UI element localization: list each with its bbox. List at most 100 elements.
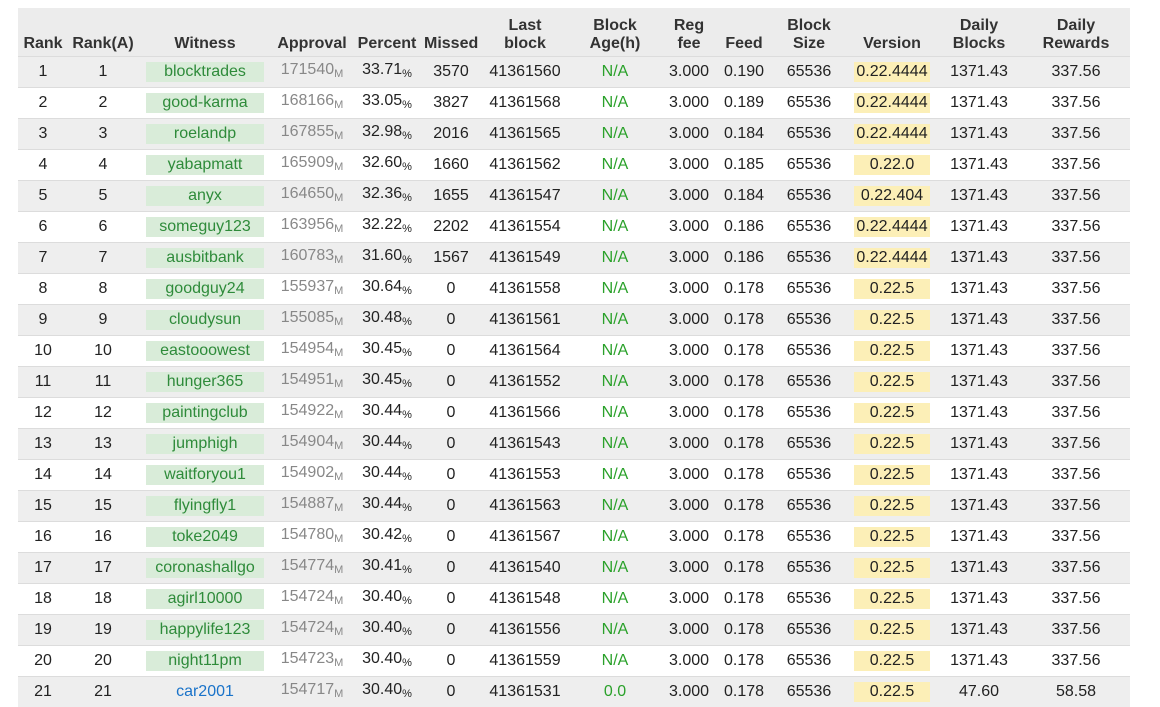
- block-size-cell: 65536: [770, 336, 848, 367]
- reg-fee-cell: 3.000: [660, 119, 718, 150]
- rank-a-cell: 3: [68, 119, 138, 150]
- block-size-cell: 65536: [770, 460, 848, 491]
- column-header-line2: Size: [772, 35, 846, 53]
- feed-cell: 0.178: [718, 336, 770, 367]
- witness-link[interactable]: agirl10000: [146, 589, 264, 609]
- approval-cell: 154922M: [272, 398, 352, 429]
- feed-cell: 0.178: [718, 491, 770, 522]
- witness-cell: happylife123: [138, 615, 272, 646]
- column-header[interactable]: Version: [848, 8, 936, 57]
- percent-unit: %: [402, 471, 412, 483]
- percent-unit: %: [402, 502, 412, 514]
- last-block-cell: 41361561: [480, 305, 570, 336]
- feed-cell: 0.185: [718, 150, 770, 181]
- witness-link[interactable]: waitforyou1: [146, 465, 264, 485]
- witness-link[interactable]: cloudysun: [146, 310, 264, 330]
- witness-link[interactable]: blocktrades: [146, 62, 264, 82]
- feed-cell: 0.186: [718, 212, 770, 243]
- witness-link[interactable]: happylife123: [146, 620, 264, 640]
- column-header[interactable]: Rank(A): [68, 8, 138, 57]
- witness-cell: goodguy24: [138, 274, 272, 305]
- feed-cell: 0.178: [718, 615, 770, 646]
- rank-a-cell: 2: [68, 88, 138, 119]
- percent-cell: 32.98%: [352, 119, 422, 150]
- column-header-line2: Feed: [720, 35, 768, 53]
- approval-unit: M: [334, 254, 343, 266]
- percent-unit: %: [402, 409, 412, 421]
- column-header[interactable]: Approval: [272, 8, 352, 57]
- missed-cell: 0: [422, 305, 480, 336]
- witness-link[interactable]: flyingfly1: [146, 496, 264, 516]
- witness-link[interactable]: toke2049: [146, 527, 264, 547]
- witness-link[interactable]: paintingclub: [146, 403, 264, 423]
- feed-cell: 0.178: [718, 646, 770, 677]
- witness-link[interactable]: roelandp: [146, 124, 264, 144]
- version-cell: 0.22.5: [848, 460, 936, 491]
- witness-link[interactable]: hunger365: [146, 372, 264, 392]
- percent-cell: 31.60%: [352, 243, 422, 274]
- block-size-cell: 65536: [770, 615, 848, 646]
- daily-rewards-cell: 337.56: [1022, 646, 1130, 677]
- rank-a-cell: 15: [68, 491, 138, 522]
- rank-cell: 9: [18, 305, 68, 336]
- reg-fee-cell: 3.000: [660, 181, 718, 212]
- last-block-cell: 41361531: [480, 677, 570, 707]
- rank-cell: 14: [18, 460, 68, 491]
- witness-link[interactable]: yabapmatt: [146, 155, 264, 175]
- witness-link[interactable]: coronashallgo: [146, 558, 264, 578]
- last-block-cell: 41361564: [480, 336, 570, 367]
- version-cell: 0.22.5: [848, 677, 936, 707]
- percent-unit: %: [402, 564, 412, 576]
- block-age-cell: N/A: [570, 88, 660, 119]
- witness-link[interactable]: jumphigh: [146, 434, 264, 454]
- reg-fee-cell: 3.000: [660, 429, 718, 460]
- witness-cell: eastooowest: [138, 336, 272, 367]
- witness-link[interactable]: goodguy24: [146, 279, 264, 299]
- missed-cell: 0: [422, 615, 480, 646]
- column-header[interactable]: Feed: [718, 8, 770, 57]
- block-age-cell: N/A: [570, 646, 660, 677]
- witness-link[interactable]: car2001: [146, 682, 264, 702]
- witness-link[interactable]: someguy123: [146, 217, 264, 237]
- witness-link[interactable]: night11pm: [146, 651, 264, 671]
- reg-fee-cell: 3.000: [660, 553, 718, 584]
- witness-cell: flyingfly1: [138, 491, 272, 522]
- percent-unit: %: [402, 657, 412, 669]
- witness-cell: someguy123: [138, 212, 272, 243]
- percent-cell: 30.64%: [352, 274, 422, 305]
- witness-link[interactable]: anyx: [146, 186, 264, 206]
- percent-cell: 33.71%: [352, 57, 422, 88]
- approval-unit: M: [334, 502, 343, 514]
- column-header[interactable]: Missed: [422, 8, 480, 57]
- daily-rewards-cell: 337.56: [1022, 57, 1130, 88]
- column-header-line1: Daily: [938, 17, 1020, 35]
- percent-cell: 30.42%: [352, 522, 422, 553]
- missed-cell: 1660: [422, 150, 480, 181]
- block-age-cell: N/A: [570, 305, 660, 336]
- column-header[interactable]: Percent: [352, 8, 422, 57]
- daily-blocks-cell: 1371.43: [936, 584, 1022, 615]
- missed-cell: 0: [422, 584, 480, 615]
- column-header[interactable]: Rank: [18, 8, 68, 57]
- column-header[interactable]: Witness: [138, 8, 272, 57]
- witness-link[interactable]: ausbitbank: [146, 248, 264, 268]
- approval-cell: 165909M: [272, 150, 352, 181]
- reg-fee-cell: 3.000: [660, 398, 718, 429]
- last-block-cell: 41361566: [480, 398, 570, 429]
- rank-cell: 12: [18, 398, 68, 429]
- witness-link[interactable]: eastooowest: [146, 341, 264, 361]
- last-block-cell: 41361543: [480, 429, 570, 460]
- witness-link[interactable]: good-karma: [146, 93, 264, 113]
- rank-a-cell: 5: [68, 181, 138, 212]
- witness-cell: agirl10000: [138, 584, 272, 615]
